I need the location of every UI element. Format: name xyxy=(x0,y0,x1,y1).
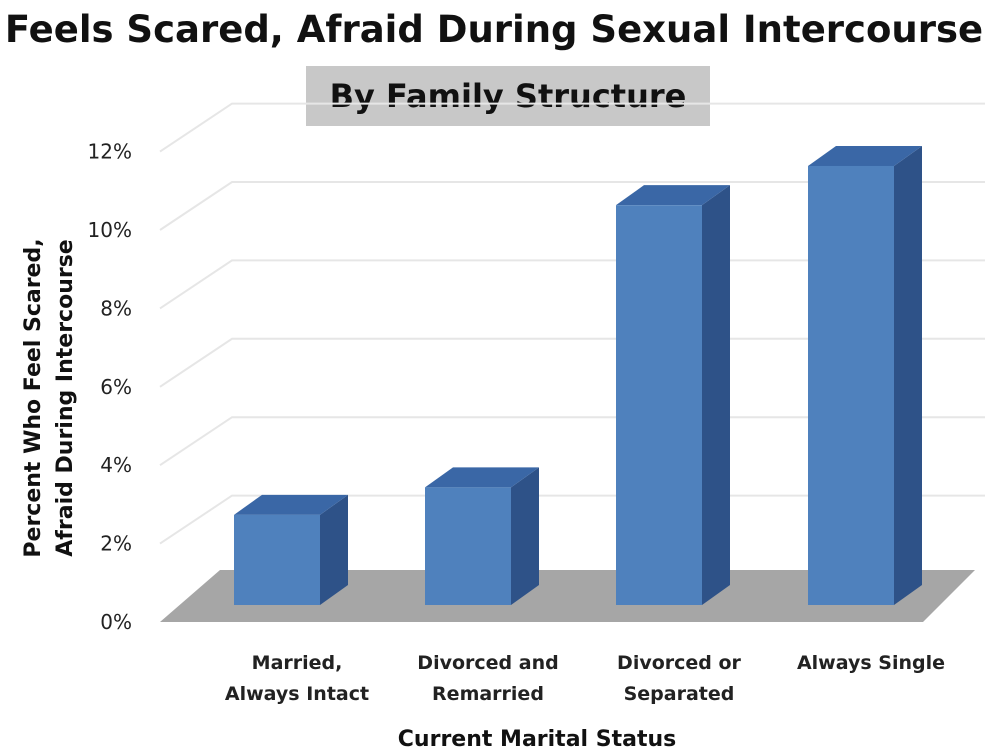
gridline-6 xyxy=(159,337,985,388)
gridline-12 xyxy=(159,102,985,153)
chart-subtitle: By Family Structure xyxy=(306,66,710,126)
chart-title: Feels Scared, Afraid During Sexual Inter… xyxy=(4,8,984,51)
bar-front xyxy=(616,205,702,605)
x-axis-label: Current Marital Status xyxy=(398,727,676,752)
bar-top xyxy=(616,185,730,206)
gridline-2 xyxy=(159,494,985,545)
y-axis-ticks: 0% 2% 4% 6% 8% 10% 12% xyxy=(88,140,132,634)
bar-front xyxy=(425,487,511,605)
x-tick-label: Always Single xyxy=(797,652,945,674)
bar-side xyxy=(511,467,539,605)
x-axis-ticks: Married, Always Intact Divorced and Remarri… xyxy=(225,652,945,705)
bar-side xyxy=(894,145,922,605)
y-tick-label: 8% xyxy=(100,296,132,320)
bar-top xyxy=(425,467,539,488)
bar-front xyxy=(808,165,894,605)
bar-1 xyxy=(234,494,348,605)
bars xyxy=(234,145,922,605)
gridline-4 xyxy=(159,416,985,467)
x-tick-label: Divorced and Remarried xyxy=(417,652,558,705)
y-tick-label: 6% xyxy=(100,375,132,399)
x-tick-label: Married, Always Intact xyxy=(225,652,369,705)
bar-side xyxy=(320,494,348,605)
chart-floor xyxy=(160,570,975,622)
bar-side xyxy=(702,185,730,605)
y-tick-label: 2% xyxy=(100,532,132,556)
x-tick-label: Divorced or Separated xyxy=(617,652,742,705)
y-tick-label: 10% xyxy=(88,218,132,242)
gridline-8 xyxy=(159,259,985,310)
y-tick-label: 4% xyxy=(100,453,132,477)
bar-top xyxy=(234,494,348,515)
floor-plane xyxy=(160,570,975,622)
y-tick-label: 12% xyxy=(88,140,132,164)
gridlines xyxy=(159,102,985,545)
gridline-10 xyxy=(159,181,985,231)
bar-3 xyxy=(616,185,730,605)
bar-front xyxy=(234,514,320,605)
bar-4 xyxy=(808,145,922,605)
y-tick-label: 0% xyxy=(100,610,132,634)
axis-labels: Current Marital Status Percent Who Feel S… xyxy=(21,238,676,752)
bar-top xyxy=(808,145,922,166)
bar-2 xyxy=(425,467,539,605)
y-axis-label: Percent Who Feel Scared, Afraid During In… xyxy=(21,238,78,557)
